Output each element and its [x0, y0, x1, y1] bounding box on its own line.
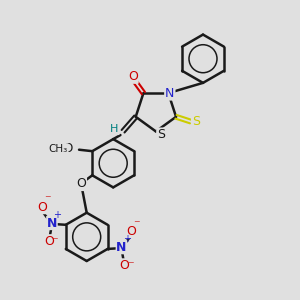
Text: +: + [53, 210, 61, 220]
Text: N: N [116, 241, 127, 254]
Text: O: O [63, 142, 73, 155]
Text: +: + [123, 234, 131, 244]
Text: O: O [44, 235, 54, 248]
Text: ⁻: ⁻ [134, 218, 140, 231]
Text: O: O [38, 201, 47, 214]
Text: O: O [126, 225, 136, 238]
Text: O: O [76, 177, 86, 190]
Text: O: O [128, 70, 138, 83]
Text: ⁻: ⁻ [44, 194, 50, 207]
Text: N: N [47, 217, 57, 230]
Text: S: S [157, 128, 165, 142]
Text: ⁻: ⁻ [127, 259, 133, 272]
Text: N: N [165, 87, 175, 100]
Text: O: O [119, 259, 129, 272]
Text: ⁻: ⁻ [51, 235, 58, 248]
Text: S: S [192, 115, 200, 128]
Text: H: H [110, 124, 119, 134]
Text: CH₃: CH₃ [49, 144, 68, 154]
